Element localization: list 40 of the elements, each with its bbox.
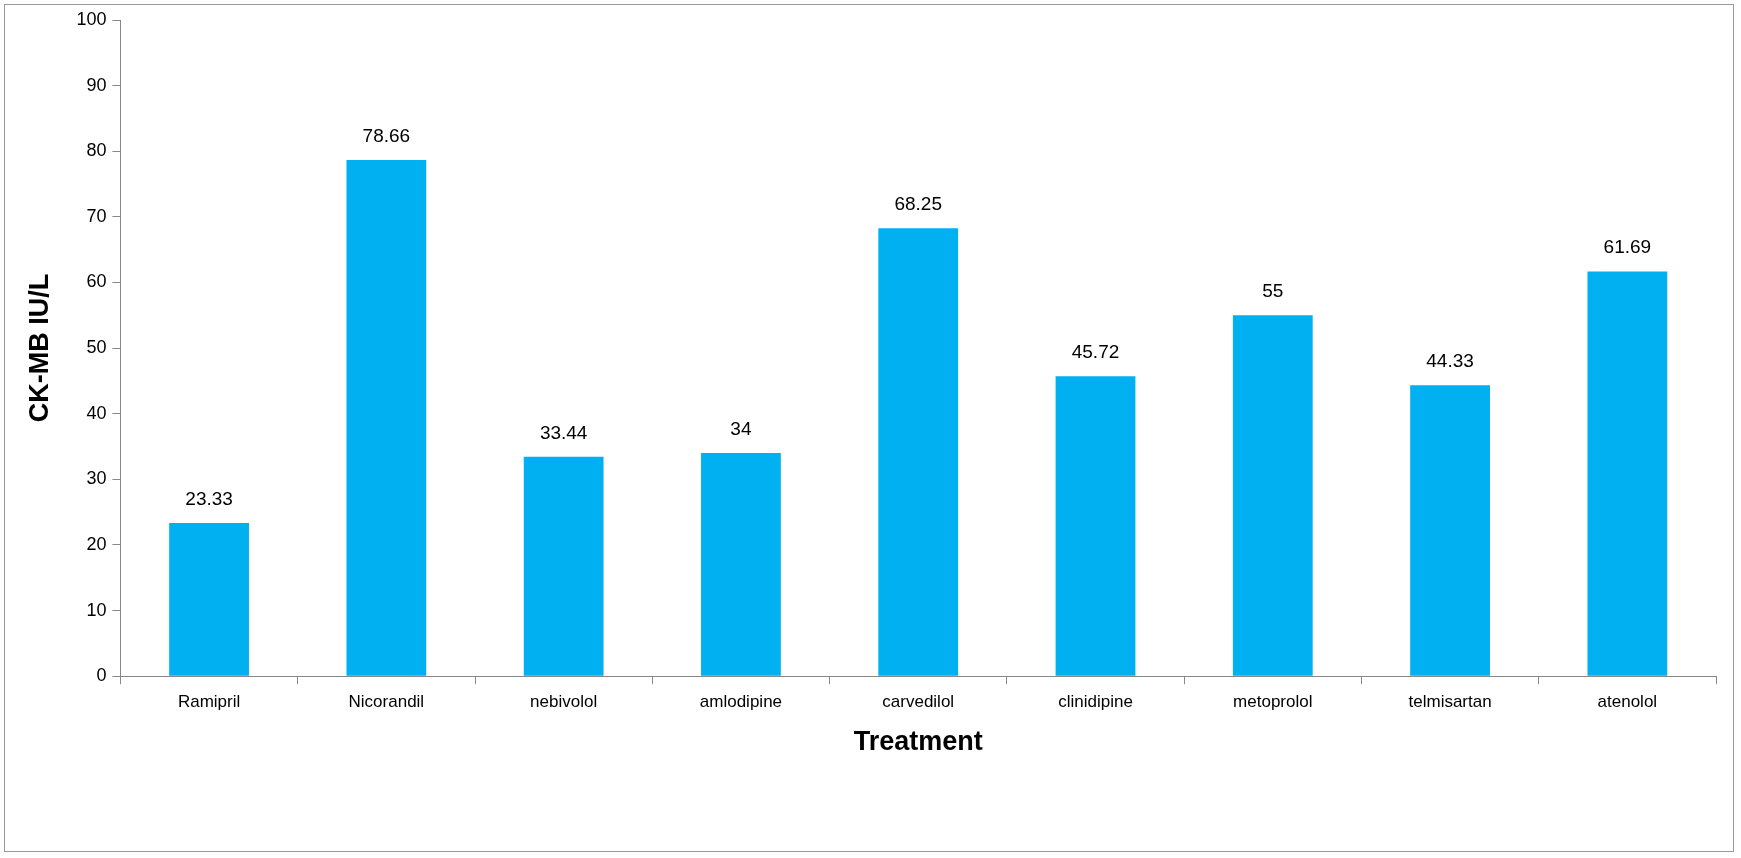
- y-tick-label: 70: [86, 205, 107, 226]
- bar: [169, 523, 249, 676]
- y-tick-label: 100: [76, 8, 107, 29]
- bar: [523, 456, 604, 676]
- data-label: 44.33: [1426, 350, 1474, 372]
- y-tick-label: 90: [86, 74, 107, 95]
- y-tick-label: 80: [86, 140, 107, 161]
- bar: [701, 453, 781, 676]
- bar: [1587, 271, 1668, 676]
- data-label: 23.33: [185, 487, 233, 509]
- data-label: 68.25: [894, 193, 942, 215]
- bar: [346, 160, 427, 676]
- data-label: 61.69: [1603, 236, 1652, 258]
- y-tick-label: 60: [86, 271, 107, 292]
- y-tick-label: 20: [86, 533, 107, 554]
- data-label: 55: [1262, 280, 1284, 302]
- x-tick-label: clinidipine: [1058, 692, 1133, 712]
- y-axis-title: CK-MB IU/L: [23, 273, 54, 423]
- x-tick-label: Ramipril: [177, 692, 241, 712]
- y-tick-label: 10: [86, 599, 107, 620]
- x-axis-title: Treatment: [853, 726, 983, 757]
- y-tick-label: 40: [86, 402, 107, 423]
- x-tick-label: nebivolol: [530, 692, 598, 712]
- x-tick-label: amlodipine: [699, 692, 783, 712]
- x-tick-label: telmisartan: [1408, 692, 1492, 712]
- data-label: 33.44: [539, 421, 588, 443]
- x-tick-label: Nicorandil: [348, 692, 425, 712]
- bar: [1055, 376, 1136, 676]
- x-tick-label: carvedilol: [882, 692, 955, 712]
- bar: [878, 228, 959, 676]
- y-tick-label: 0: [96, 665, 107, 686]
- x-tick-label: atenolol: [1597, 692, 1658, 712]
- data-label: 45.72: [1071, 340, 1120, 362]
- data-label: 34: [730, 417, 752, 439]
- data-label: 78.66: [362, 124, 411, 146]
- y-tick-label: 50: [86, 337, 107, 358]
- y-tick-label: 30: [86, 468, 107, 489]
- bar: [1410, 385, 1490, 676]
- x-tick-label: metoprolol: [1233, 692, 1313, 712]
- bar: [1232, 315, 1313, 676]
